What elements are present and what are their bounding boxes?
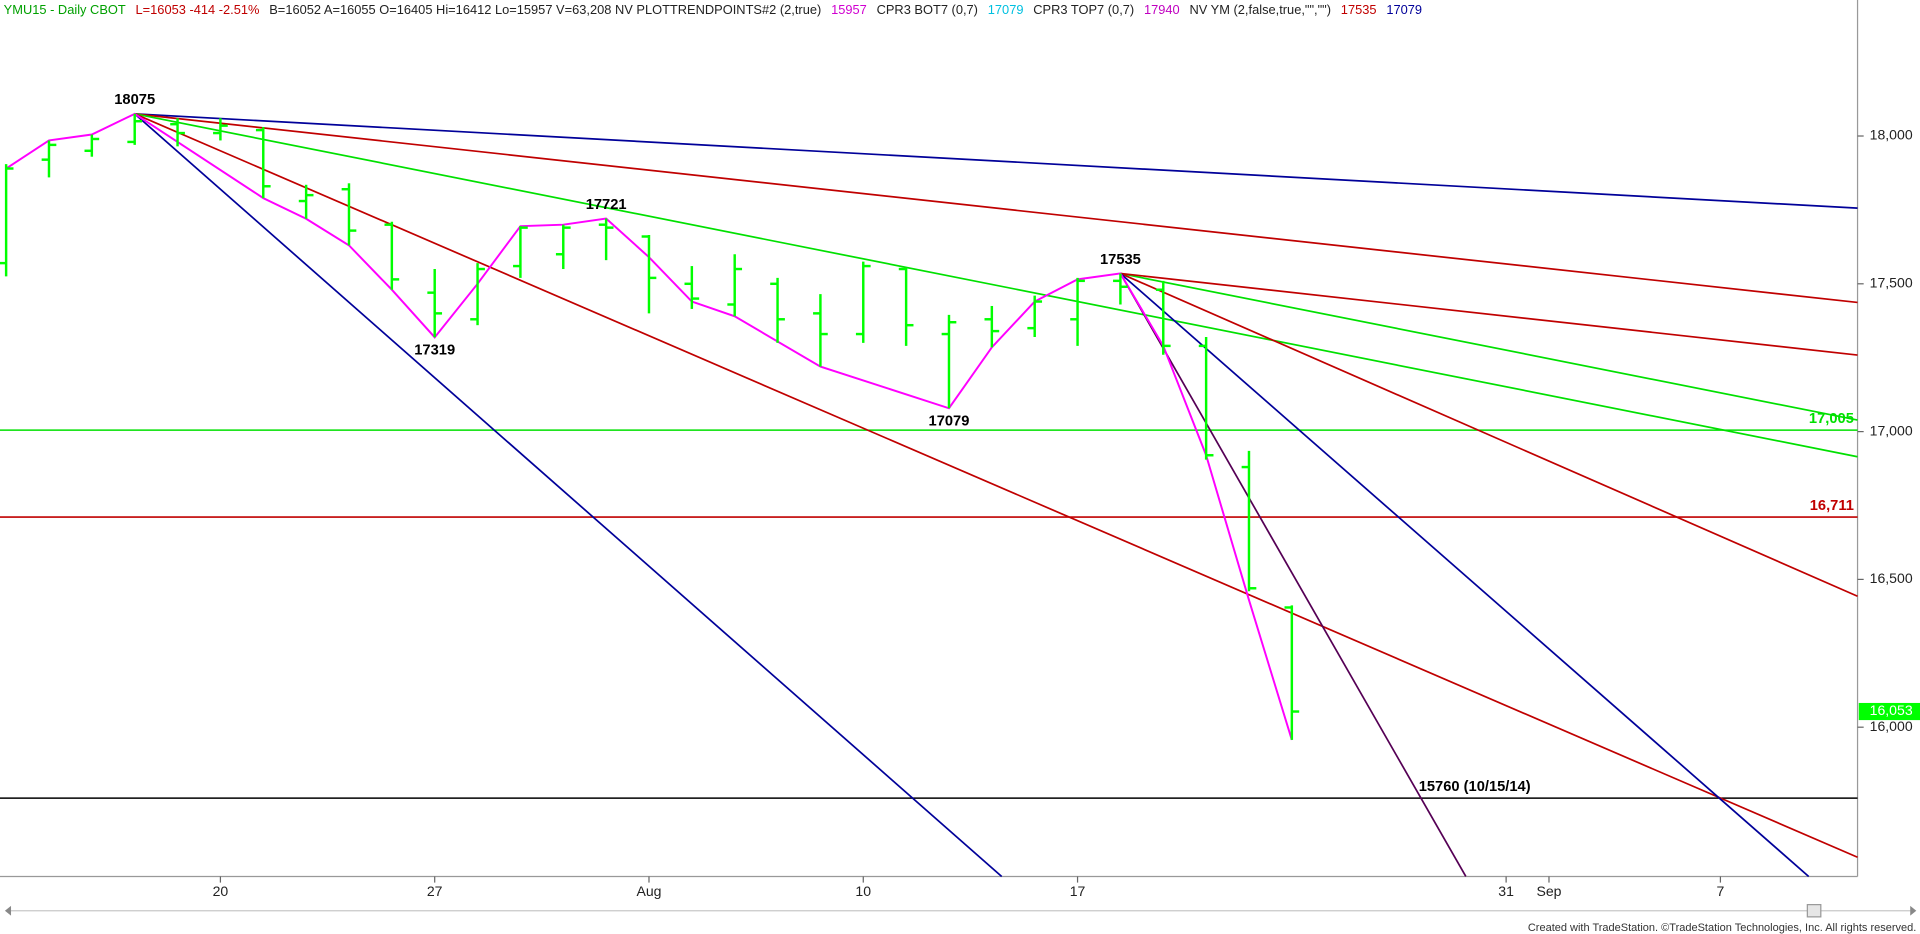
last-price-box bbox=[1858, 702, 1920, 721]
header-item: 17535 bbox=[1341, 2, 1377, 17]
pivot-label: 17079 bbox=[929, 414, 970, 430]
scroll-left[interactable] bbox=[4, 905, 12, 916]
scrollbar-thumb[interactable] bbox=[1806, 904, 1822, 918]
level-label: 16,711 bbox=[1810, 498, 1854, 514]
trendline bbox=[1120, 272, 1858, 598]
last-price-label: 16,053 bbox=[1870, 702, 1913, 718]
trendline bbox=[134, 113, 1858, 859]
scroll-right[interactable] bbox=[1910, 905, 1917, 916]
trendline bbox=[134, 113, 1858, 458]
x-tick-label: 7 bbox=[1716, 883, 1724, 899]
pivot-label: 17535 bbox=[1100, 252, 1141, 268]
header-item: NV YM (2,false,true,"","") bbox=[1190, 2, 1332, 17]
x-tick-label: 31 bbox=[1498, 883, 1514, 899]
x-tick-label: Aug bbox=[636, 883, 661, 899]
header-item: YMU15 - Daily CBOT bbox=[4, 2, 126, 17]
y-tick-label: 17,500 bbox=[1870, 275, 1913, 291]
level-label: 15760 (10/15/14) bbox=[1419, 779, 1531, 795]
header-legend: YMU15 - Daily CBOT L=16053 -414 -2.51% B=1… bbox=[4, 2, 1422, 17]
header-item: B=16052 A=16055 O=16405 Hi=16412 Lo=1595… bbox=[269, 2, 821, 17]
x-tick-label: 10 bbox=[855, 883, 871, 899]
trendline bbox=[1119, 273, 1467, 877]
header-item: 17079 bbox=[988, 2, 1024, 17]
y-tick-label: 18,000 bbox=[1870, 127, 1913, 143]
y-tick-label: 16,000 bbox=[1870, 718, 1913, 734]
trendline bbox=[1120, 272, 1858, 356]
x-tick-label: Sep bbox=[1536, 883, 1561, 899]
y-tick-label: 16,500 bbox=[1870, 570, 1913, 586]
x-tick-label: 20 bbox=[213, 883, 229, 899]
level-label: 17,005 bbox=[1809, 411, 1854, 427]
trendline bbox=[1120, 272, 1858, 421]
zigzag-line bbox=[5, 112, 1293, 741]
pivot-label: 18075 bbox=[114, 92, 155, 108]
header-item: 15957 bbox=[831, 2, 867, 17]
trendline bbox=[134, 112, 1858, 304]
header-item: 17079 bbox=[1386, 2, 1422, 17]
header-item: L=16053 -414 -2.51% bbox=[136, 2, 260, 17]
header-item: CPR3 BOT7 (0,7) bbox=[877, 2, 978, 17]
trendline bbox=[134, 113, 1003, 878]
x-tick-label: 27 bbox=[427, 883, 443, 899]
trendline bbox=[1119, 272, 1810, 878]
header-item: 17940 bbox=[1144, 2, 1180, 17]
pivot-label: 17319 bbox=[414, 343, 455, 359]
y-tick-label: 17,000 bbox=[1870, 422, 1913, 438]
x-tick-label: 17 bbox=[1070, 883, 1086, 899]
trendline bbox=[134, 112, 1858, 209]
footer: Created with TradeStation. ©TradeStation… bbox=[1528, 922, 1916, 934]
header-item: CPR3 TOP7 (0,7) bbox=[1033, 2, 1134, 17]
pivot-label: 17721 bbox=[586, 197, 627, 213]
